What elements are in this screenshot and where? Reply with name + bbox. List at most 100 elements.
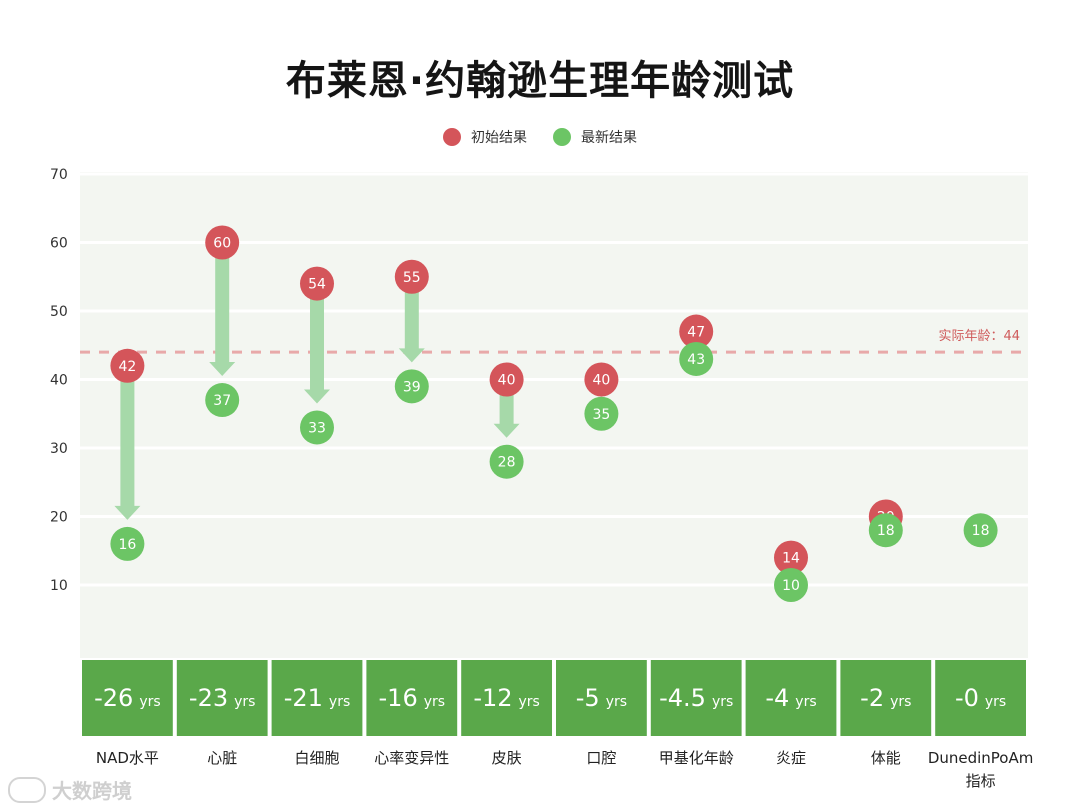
latest-value-label: 43 [687, 352, 705, 368]
legend-label-initial: 初始结果 [471, 130, 527, 146]
latest-value-label: 28 [498, 455, 516, 471]
difference-value: -26 [94, 684, 133, 712]
legend-item-initial: 初始结果 [443, 127, 527, 147]
initial-point [394, 259, 429, 294]
difference-label: -4.5 yrs [659, 684, 733, 712]
actual-age-label: 实际年龄：44 [938, 329, 1020, 344]
difference-value: -12 [473, 684, 512, 712]
difference-label: -26 yrs [94, 684, 161, 712]
latest-value-label: 37 [213, 393, 231, 409]
difference-label: -21 yrs [284, 684, 351, 712]
difference-value: -16 [379, 684, 418, 712]
legend-item-latest: 最新结果 [553, 127, 637, 147]
change-arrow [398, 290, 425, 363]
watermark: 大数跨境 [8, 775, 132, 804]
difference-box [366, 660, 458, 736]
difference-label: -4 yrs [765, 684, 816, 712]
plot-area [80, 172, 1028, 658]
difference-unit: yrs [890, 694, 911, 710]
difference-unit: yrs [985, 694, 1006, 710]
chart-title: 布莱恩·约翰逊生理年龄测试 [285, 58, 795, 104]
latest-point [774, 568, 808, 602]
change-arrow [114, 379, 141, 520]
y-tick-label-40: 40 [50, 373, 68, 389]
x-category-label: 口腔 [586, 749, 616, 767]
legend-label-latest: 最新结果 [581, 130, 637, 146]
initial-point [774, 540, 808, 575]
difference-unit: yrs [139, 694, 160, 710]
latest-value-label: 39 [403, 379, 421, 395]
y-tick-label-20: 20 [50, 510, 68, 526]
initial-value-label: 40 [592, 373, 610, 389]
latest-point [868, 513, 903, 548]
initial-value-label: 40 [498, 373, 516, 389]
difference-value: -5 [576, 684, 600, 712]
legend: 初始结果 最新结果 [0, 127, 1080, 147]
y-tick-label-60: 60 [50, 236, 68, 252]
initial-value-label: 60 [213, 236, 231, 252]
difference-label: -23 yrs [189, 684, 256, 712]
difference-box [935, 660, 1026, 736]
difference-value: -4.5 [659, 684, 706, 712]
y-tick-label-70: 70 [50, 167, 68, 183]
difference-unit: yrs [519, 694, 540, 710]
latest-point [584, 396, 619, 431]
x-category-label: 炎症 [776, 749, 806, 767]
watermark-text: 大数跨境 [52, 779, 132, 803]
difference-value: -23 [189, 684, 228, 712]
x-category-label: 甲基化年龄 [659, 749, 734, 767]
latest-value-label: 18 [972, 523, 990, 539]
difference-label: -5 yrs [576, 684, 627, 712]
difference-unit: yrs [234, 694, 255, 710]
difference-unit: yrs [329, 694, 350, 710]
x-category-label: 心脏 [207, 749, 237, 767]
difference-box [556, 660, 647, 736]
change-arrow [209, 256, 236, 377]
x-category-label: NAD水平 [96, 749, 159, 767]
latest-point [394, 369, 429, 404]
y-tick-label-10: 10 [50, 578, 68, 594]
initial-value-label: 47 [687, 325, 705, 341]
legend-swatch-latest [553, 128, 571, 146]
initial-value-label: 54 [308, 277, 326, 293]
difference-unit: yrs [795, 694, 816, 710]
initial-value-label: 55 [403, 270, 421, 286]
change-arrow [493, 393, 520, 438]
difference-label: -16 yrs [379, 684, 446, 712]
difference-box [176, 660, 268, 736]
difference-box [650, 660, 742, 736]
initial-value-label: 42 [118, 359, 136, 375]
x-category-label: DunedinPoAm 指标 [928, 749, 1034, 790]
difference-value: -2 [860, 684, 884, 712]
latest-value-label: 10 [782, 578, 800, 594]
difference-value: -4 [765, 684, 789, 712]
difference-value: -0 [955, 684, 979, 712]
difference-unit: yrs [606, 694, 627, 710]
y-tick-label-50: 50 [50, 304, 68, 320]
difference-unit: yrs [712, 694, 733, 710]
initial-point [679, 314, 714, 349]
x-category-label: 白细胞 [294, 749, 339, 767]
difference-label: -2 yrs [860, 684, 911, 712]
latest-point [963, 513, 998, 548]
latest-value-label: 33 [308, 420, 326, 436]
difference-box [82, 660, 173, 736]
y-tick-label-30: 30 [50, 441, 68, 457]
latest-point [110, 526, 145, 561]
difference-unit: yrs [424, 694, 445, 710]
latest-point [300, 410, 334, 445]
x-category-label: 体能 [871, 749, 901, 767]
latest-point [679, 341, 714, 376]
latest-value-label: 18 [877, 523, 895, 539]
difference-box [271, 660, 363, 736]
initial-point [584, 362, 619, 397]
initial-point [300, 266, 334, 301]
difference-box [840, 660, 932, 736]
latest-value-label: 35 [592, 407, 610, 423]
difference-box [461, 660, 552, 736]
latest-point [205, 383, 240, 418]
initial-point [205, 225, 240, 260]
watermark-logo-icon [8, 776, 46, 803]
difference-box [745, 660, 837, 736]
